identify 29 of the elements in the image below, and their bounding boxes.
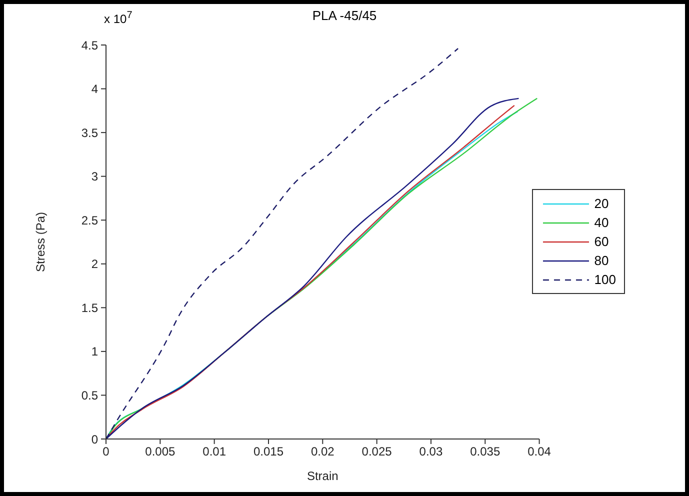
chart-title: PLA -45/45 — [312, 8, 377, 23]
x-tick-label: 0.04 — [528, 444, 552, 459]
x-axis-title: Strain — [306, 469, 338, 483]
legend-label: 40 — [594, 215, 609, 230]
y-tick-label: 1.5 — [81, 300, 98, 315]
x-tick-label: 0.025 — [362, 444, 392, 459]
x-tick-label: 0.02 — [310, 444, 335, 459]
y-axis-title: Stress (Pa) — [33, 212, 48, 272]
x-tick-label: 0.035 — [470, 444, 500, 459]
legend-label: 60 — [594, 234, 609, 249]
line-series — [106, 48, 459, 439]
legend-label: 100 — [594, 272, 616, 287]
y-tick-label: 3 — [91, 170, 98, 184]
y-tick-label: 4.5 — [81, 38, 98, 52]
y-tick-label: 3.5 — [81, 126, 98, 140]
y-tick-label: 4 — [91, 82, 98, 96]
x-tick-label: 0.005 — [145, 444, 176, 459]
y-tick-label: 2 — [91, 257, 98, 272]
legend-label: 20 — [594, 196, 609, 211]
y-tick-label: 0 — [91, 432, 98, 446]
y-tick-label: 1 — [91, 344, 98, 359]
text: x 10$^{7}$ — [104, 10, 132, 26]
x-tick-label: 0 — [102, 444, 110, 459]
y-tick-label: 0.5 — [81, 388, 98, 402]
x-tick-label: 0.01 — [202, 444, 226, 459]
legend-label: 80 — [594, 253, 609, 268]
x-tick-label: 0.03 — [419, 444, 443, 459]
y-tick-label: 2.5 — [81, 213, 98, 228]
x-tick-label: 0.015 — [253, 444, 284, 459]
